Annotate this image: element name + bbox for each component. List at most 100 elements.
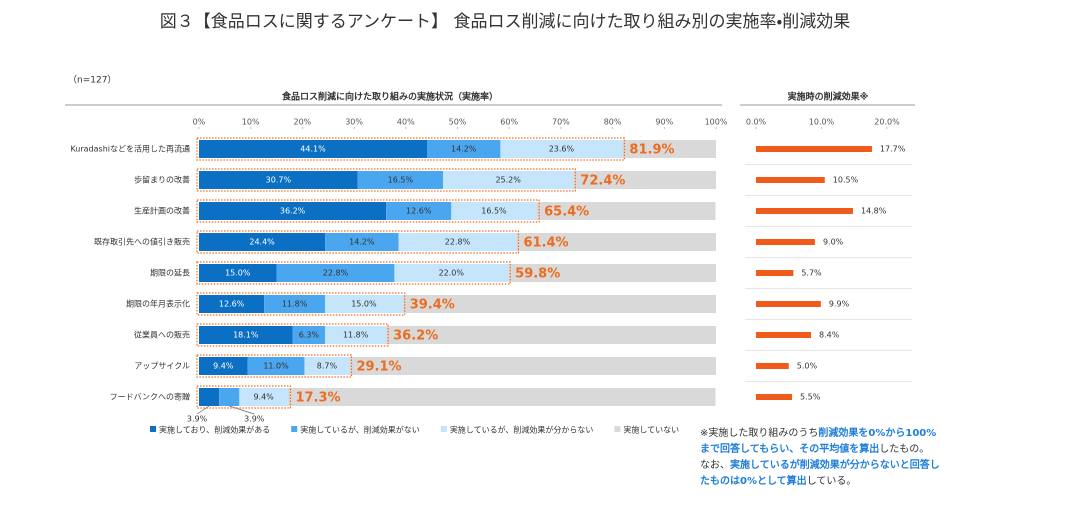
bar-segment — [199, 140, 427, 158]
segment-label: 16.5% — [481, 207, 507, 216]
x-tick-label: 60% — [500, 118, 518, 127]
segment-label: 24.4% — [249, 238, 275, 247]
bar-segment — [386, 202, 452, 220]
bar — [756, 239, 815, 245]
value-label: 14.8% — [861, 207, 887, 216]
x-tick-label: 20.0% — [874, 118, 900, 127]
leader-line — [229, 405, 255, 415]
value-label: 5.5% — [800, 393, 821, 402]
legend-swatch — [150, 426, 156, 432]
total-label: 61.4% — [523, 236, 568, 251]
total-outline — [196, 292, 406, 316]
legend-swatch — [614, 426, 621, 432]
segment-label: 9.4% — [253, 393, 274, 402]
total-outline — [196, 261, 511, 285]
category-label: 期限の延長 — [150, 268, 190, 278]
category-label: 既存取引先への値引き販売 — [94, 237, 190, 247]
bar-segment — [239, 388, 288, 406]
legend-swatch — [291, 426, 298, 432]
bar-segment — [199, 202, 387, 220]
footnote-text: まで回答してもらい、その平均値を算出 — [700, 444, 880, 455]
value-label: 8.4% — [819, 331, 840, 340]
footnote-line: たものは0%として算出している。 — [700, 474, 960, 490]
segment-label: 22.8% — [445, 238, 471, 247]
x-tick-label: 100% — [705, 118, 728, 127]
bar — [756, 146, 872, 152]
total-label: 29.1% — [356, 360, 401, 375]
x-tick-label: 80% — [604, 118, 622, 127]
bar-segment — [264, 295, 326, 313]
total-outline — [196, 323, 389, 347]
x-tick-label: 10% — [242, 118, 260, 127]
left-panel-title: 食品ロス削減に向けた取り組みの実施状況（実施率） — [281, 91, 498, 103]
legend-label: 実施しているが、削減効果がない — [300, 425, 420, 435]
bar — [756, 301, 821, 307]
bar-segment — [199, 171, 358, 189]
value-label: 9.0% — [823, 238, 844, 247]
bar-segment — [199, 295, 265, 313]
right-panel-title: 実施時の削減効果※ — [788, 91, 869, 103]
x-tick-label: 0% — [193, 118, 206, 127]
bar-segment — [394, 264, 509, 282]
leader-line — [196, 405, 210, 415]
bar-segment — [398, 233, 517, 251]
x-tick-label: 70% — [552, 118, 570, 127]
total-label: 59.8% — [515, 267, 560, 282]
value-label: 17.7% — [880, 145, 906, 154]
bar-segment — [276, 264, 395, 282]
bar-segment — [516, 233, 716, 251]
bar — [756, 394, 793, 400]
bar-segment — [386, 326, 716, 344]
footnote-text: ※実施した取り組みのうち — [700, 428, 819, 439]
x-tick-label: 10.0% — [809, 118, 835, 127]
bar-segment — [325, 326, 387, 344]
footnote-text: 削減効果を0%から100% — [818, 428, 937, 439]
total-outline — [196, 137, 626, 161]
segment-label: 11.0% — [263, 362, 289, 371]
segment-label: 8.7% — [317, 362, 338, 371]
bar-segment — [325, 295, 403, 313]
footnote-text: たものは0%として算出 — [700, 476, 807, 487]
segment-label: 23.6% — [549, 145, 575, 154]
footnote-line: まで回答してもらい、その平均値を算出したもの。 — [700, 442, 960, 458]
total-label: 72.4% — [580, 174, 625, 189]
total-outline — [196, 199, 540, 223]
bar-segment — [325, 233, 399, 251]
value-label: 10.5% — [833, 176, 859, 185]
bar-segment — [292, 326, 326, 344]
sample-note: （n=127） — [68, 75, 116, 86]
segment-label: 3.9% — [244, 415, 265, 424]
bar-segment — [357, 171, 444, 189]
segment-label: 44.1% — [300, 145, 326, 154]
segment-label: 9.4% — [213, 362, 234, 371]
category-label: 生産計画の改善 — [134, 206, 190, 216]
segment-label: 25.2% — [495, 176, 521, 185]
bar-segment — [426, 140, 501, 158]
category-label: 従業員への販売 — [134, 330, 190, 340]
segment-label: 16.5% — [388, 176, 414, 185]
total-label: 81.9% — [629, 143, 674, 158]
segment-label: 15.0% — [225, 269, 251, 278]
segment-label: 11.8% — [282, 300, 308, 309]
segment-label: 36.2% — [280, 207, 306, 216]
bar — [756, 177, 825, 183]
segment-label: 6.3% — [299, 331, 320, 340]
segment-label: 22.8% — [323, 269, 349, 278]
footnote-text: 実施しているが削減効果が分からないと回答し — [730, 460, 940, 471]
bar-segment — [622, 140, 716, 158]
bar-segment — [199, 388, 220, 406]
bar-segment — [500, 140, 623, 158]
value-label: 9.9% — [829, 300, 850, 309]
segment-label: 15.0% — [351, 300, 377, 309]
category-label: アップサイクル — [134, 362, 190, 371]
segment-label: 14.2% — [349, 238, 375, 247]
category-label: フードバンクへの寄贈 — [110, 392, 190, 402]
legend-swatch — [440, 426, 447, 432]
total-outline — [196, 385, 292, 409]
value-label: 5.0% — [797, 362, 818, 371]
bar-segment — [304, 357, 350, 375]
footnote-text: したもの。 — [879, 444, 930, 455]
page-title: 図３【食品ロスに関するアンケート】 食品ロス削減に向けた取り組み別の実施率・削減… — [160, 12, 851, 32]
